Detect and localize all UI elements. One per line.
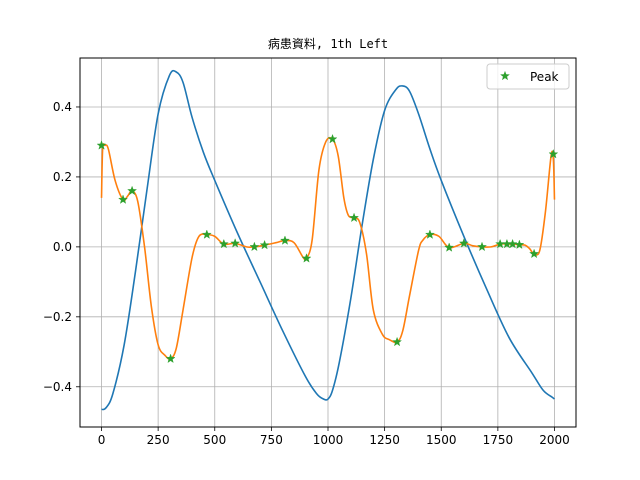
y-tick-label: 0.2 <box>53 170 72 184</box>
peak-marker <box>301 253 312 263</box>
x-tick-label: 0 <box>98 433 106 447</box>
peak-marker <box>424 229 435 239</box>
x-tick-label: 500 <box>203 433 226 447</box>
x-tick-label: 250 <box>147 433 170 447</box>
peak-marker <box>529 248 540 259</box>
peak-marker <box>259 239 270 250</box>
x-tick-label: 750 <box>260 433 283 447</box>
peak-marker <box>127 185 138 196</box>
y-tick-label: 0.0 <box>53 240 72 254</box>
legend-box <box>486 63 570 90</box>
legend: Peak <box>486 63 570 90</box>
x-tick-label: 2000 <box>539 433 570 447</box>
peak-marker <box>218 238 229 249</box>
peak-marker <box>392 336 403 347</box>
peak-marker <box>458 238 469 248</box>
peak-marker <box>349 212 359 223</box>
peak-marker <box>230 238 241 248</box>
y-tick-label: −0.4 <box>43 380 72 394</box>
peak-marker <box>507 238 518 249</box>
peak-marker <box>249 241 260 252</box>
peak-markers <box>96 133 559 363</box>
peak-marker <box>201 229 212 239</box>
x-tick-label: 1000 <box>313 433 344 447</box>
series-line-1 <box>101 69 555 411</box>
peak-marker <box>444 242 455 252</box>
peak-marker <box>118 194 128 204</box>
peak-marker <box>280 235 290 245</box>
x-tick-label: 1250 <box>369 433 400 447</box>
grid <box>80 58 576 427</box>
y-tick-label: −0.2 <box>43 310 72 324</box>
y-tick-label: 0.4 <box>53 100 72 114</box>
x-tick-label: 1500 <box>426 433 457 447</box>
peak-marker <box>548 148 559 159</box>
axis-ticks: 0 250 500 750 1000 1250 1500 1750 2000 −0.4 −0.2 0.… <box>43 100 570 447</box>
peak-marker <box>327 133 338 144</box>
legend-label: Peak <box>530 70 559 84</box>
x-tick-label: 1750 <box>483 433 514 447</box>
peak-marker <box>514 239 525 249</box>
peak-marker <box>477 241 487 252</box>
legend-peak-marker <box>500 70 510 81</box>
peak-marker <box>96 140 107 150</box>
peak-marker <box>165 353 176 363</box>
chart-title: 病患資料, 1th Left <box>268 36 388 51</box>
